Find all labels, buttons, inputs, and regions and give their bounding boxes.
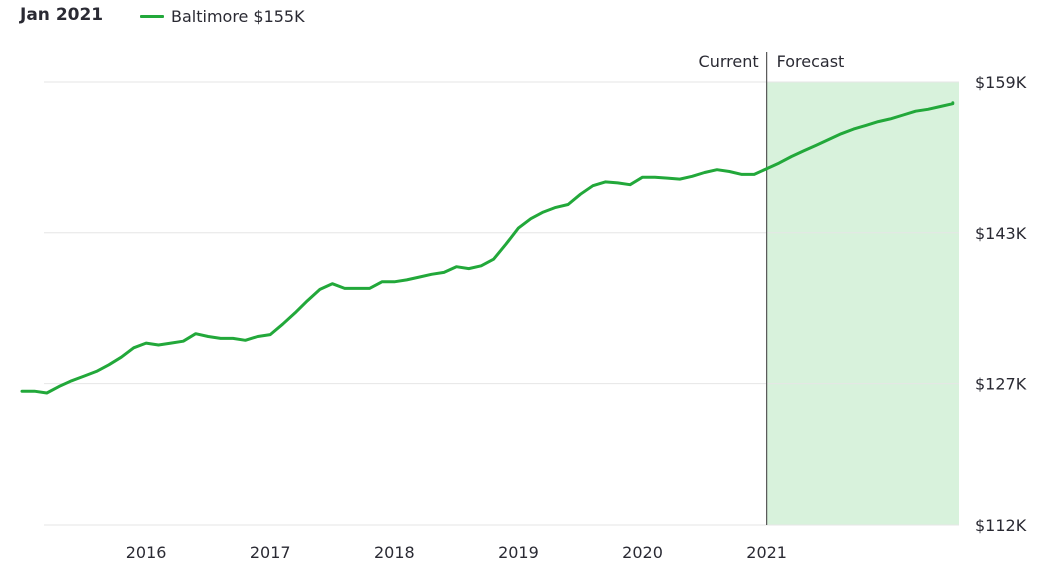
x-tick-label: 2018 xyxy=(374,543,415,562)
data-point xyxy=(517,227,520,230)
x-tick-label: 2019 xyxy=(498,543,539,562)
data-point xyxy=(393,280,396,283)
data-point xyxy=(120,356,123,359)
data-point xyxy=(269,333,272,336)
data-point xyxy=(567,203,570,206)
data-point xyxy=(95,370,98,373)
data-point xyxy=(318,288,321,291)
x-tick-label: 2017 xyxy=(250,543,291,562)
data-point xyxy=(815,144,818,147)
forecast-label: Forecast xyxy=(777,52,845,71)
x-tick-label: 2016 xyxy=(126,543,167,562)
data-point xyxy=(616,181,619,184)
data-point xyxy=(492,258,495,261)
chart-header: Jan 2021 Baltimore $155K xyxy=(0,0,1042,34)
data-point xyxy=(132,346,135,349)
data-point xyxy=(418,276,421,279)
data-point xyxy=(405,278,408,281)
data-point xyxy=(442,271,445,274)
data-point xyxy=(864,124,867,127)
data-point xyxy=(542,211,545,214)
data-point xyxy=(529,217,532,220)
data-point xyxy=(715,168,718,171)
legend-series-name: Baltimore xyxy=(171,6,249,26)
data-point xyxy=(256,335,259,338)
data-point xyxy=(107,363,110,366)
current-label: Current xyxy=(699,52,759,71)
data-point xyxy=(691,175,694,178)
data-point xyxy=(294,311,297,314)
data-point xyxy=(641,176,644,179)
data-point xyxy=(840,132,843,135)
data-point xyxy=(58,385,61,388)
data-point xyxy=(83,375,86,378)
data-point xyxy=(653,176,656,179)
series-line-baltimore xyxy=(20,101,955,395)
data-point xyxy=(889,117,892,120)
data-point xyxy=(70,379,73,382)
data-point xyxy=(368,287,371,290)
data-point xyxy=(331,282,334,285)
data-point xyxy=(728,170,731,173)
data-point xyxy=(343,287,346,290)
y-tick-label: $127K xyxy=(975,375,1027,394)
data-point xyxy=(666,177,669,180)
data-point xyxy=(380,280,383,283)
data-point xyxy=(740,173,743,176)
forecast-region xyxy=(766,82,959,525)
y-tick-label: $143K xyxy=(975,224,1027,243)
data-point xyxy=(430,273,433,276)
data-point xyxy=(169,342,172,345)
legend-item-baltimore[interactable]: Baltimore $155K xyxy=(140,5,305,27)
data-point xyxy=(21,390,24,393)
data-point xyxy=(480,264,483,267)
x-tick-label: 2021 xyxy=(746,543,787,562)
data-point xyxy=(157,343,160,346)
data-point xyxy=(45,392,48,395)
data-point xyxy=(591,184,594,187)
data-point xyxy=(194,332,197,335)
data-point xyxy=(703,171,706,174)
data-point xyxy=(765,167,768,170)
data-point xyxy=(455,265,458,268)
data-point xyxy=(145,342,148,345)
data-point xyxy=(802,149,805,152)
data-point xyxy=(877,120,880,123)
data-point xyxy=(579,193,582,196)
data-point xyxy=(951,101,954,104)
data-point xyxy=(914,110,917,113)
data-point xyxy=(554,206,557,209)
data-point xyxy=(678,178,681,181)
y-tick-label: $159K xyxy=(975,73,1027,92)
data-point xyxy=(939,105,942,108)
data-point xyxy=(505,243,508,246)
data-point xyxy=(926,108,929,111)
data-point xyxy=(244,339,247,342)
data-point xyxy=(902,113,905,116)
data-point xyxy=(604,180,607,183)
data-point xyxy=(629,183,632,186)
data-point xyxy=(182,340,185,343)
x-tick-label: 2020 xyxy=(622,543,663,562)
data-point xyxy=(207,335,210,338)
data-point xyxy=(778,162,781,165)
data-point xyxy=(356,287,359,290)
data-point xyxy=(467,267,470,270)
data-point xyxy=(852,128,855,131)
legend-swatch xyxy=(140,14,164,18)
data-point xyxy=(753,173,756,176)
legend-series-value: $155K xyxy=(253,6,305,26)
hover-date-label: Jan 2021 xyxy=(20,5,104,25)
data-point xyxy=(306,299,309,302)
data-point xyxy=(33,390,36,393)
data-point xyxy=(827,138,830,141)
data-point xyxy=(219,337,222,340)
y-tick-label: $112K xyxy=(975,516,1027,535)
data-point xyxy=(231,337,234,340)
data-point xyxy=(790,155,793,158)
data-point xyxy=(281,323,284,326)
